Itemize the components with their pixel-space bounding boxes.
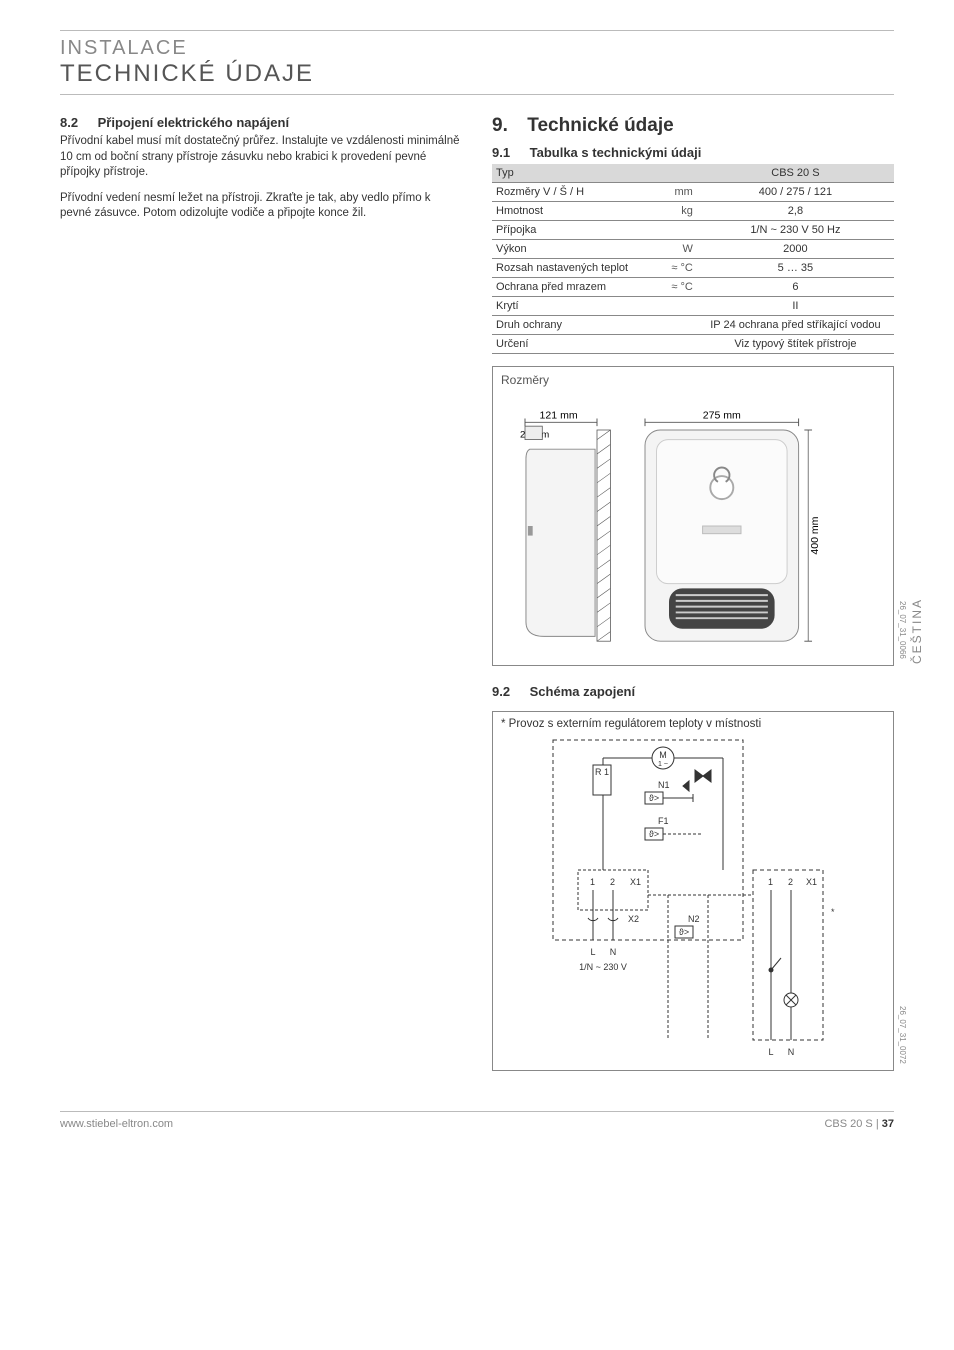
table-row: Přípojka 1/N ~ 230 V 50 Hz [492, 221, 894, 240]
table-head-value: CBS 20 S [697, 164, 894, 183]
wiring-svg: M 1 ~ R 1 N1 ϑ> [501, 730, 885, 1060]
table-row: Ochrana před mrazem≈ °C6 [492, 278, 894, 297]
footer-page: CBS 20 S | 37 [824, 1118, 894, 1130]
row-unit: kg [647, 202, 697, 221]
row-value: 5 … 35 [697, 259, 894, 278]
svg-text:N: N [610, 947, 617, 957]
row-label: Rozsah nastavených teplot [492, 259, 647, 278]
svg-text:N2: N2 [688, 914, 700, 924]
svg-text:*: * [831, 907, 835, 917]
table-row: Krytí II [492, 297, 894, 316]
table-row: Druh ochrany IP 24 ochrana před stříkajíc… [492, 316, 894, 335]
row-label: Druh ochrany [492, 316, 647, 335]
row-unit: ≈ °C [647, 259, 697, 278]
row-label: Přípojka [492, 221, 647, 240]
row-unit: mm [647, 183, 697, 202]
technical-data-table: Typ CBS 20 S Rozměry V / Š / Hmm400 / 27… [492, 164, 894, 354]
left-column: 8.2 Připojení elektrického napájení Přív… [60, 115, 462, 1071]
row-value: II [697, 297, 894, 316]
svg-text:R 1: R 1 [595, 767, 609, 777]
svg-text:X1: X1 [630, 877, 641, 887]
header-main: TECHNICKÉ ÚDAJE [60, 60, 894, 88]
svg-text:X1: X1 [806, 877, 817, 887]
svg-text:L: L [590, 947, 595, 957]
page-header: INSTALACE TECHNICKÉ ÚDAJE [60, 37, 894, 88]
table-row: Hmotnostkg2,8 [492, 202, 894, 221]
header-sup: INSTALACE [60, 37, 894, 60]
fig2-note: * Provoz s externím regulátorem teploty … [501, 718, 885, 730]
svg-text:M: M [659, 750, 667, 760]
svg-text:275 mm: 275 mm [703, 409, 741, 421]
svg-text:1: 1 [768, 877, 773, 887]
row-value: 6 [697, 278, 894, 297]
right-column: 9. Technické údaje 9.1 Tabulka s technic… [492, 115, 894, 1071]
section-9-heading: 9. Technické údaje [492, 115, 894, 137]
footer-url: www.stiebel-eltron.com [60, 1118, 173, 1130]
para-8-2-2: Přívodní vedení nesmí ležet na přístroji… [60, 191, 462, 222]
row-unit [647, 297, 697, 316]
page-footer: www.stiebel-eltron.com CBS 20 S | 37 [60, 1111, 894, 1130]
svg-text:1/N ~ 230 V: 1/N ~ 230 V [579, 962, 627, 972]
row-value: 2,8 [697, 202, 894, 221]
fig1-ref: 26_07_31_0066 [898, 601, 907, 659]
language-tab: ČEŠTINA [910, 598, 924, 664]
row-value: 2000 [697, 240, 894, 259]
row-label: Ochrana před mrazem [492, 278, 647, 297]
row-unit [647, 335, 697, 354]
dimensions-svg: 121 mm 26 mm [501, 391, 885, 661]
para-8-2-1: Přívodní kabel musí mít dostatečný průře… [60, 134, 462, 181]
table-head-label: Typ [492, 164, 697, 183]
row-value: 1/N ~ 230 V 50 Hz [697, 221, 894, 240]
row-unit: ≈ °C [647, 278, 697, 297]
svg-text:N1: N1 [658, 780, 670, 790]
table-row: Rozsah nastavených teplot≈ °C5 … 35 [492, 259, 894, 278]
svg-text:2: 2 [610, 877, 615, 887]
table-row: VýkonW2000 [492, 240, 894, 259]
section-8-2-heading: 8.2 Připojení elektrického napájení [60, 115, 462, 130]
row-unit [647, 316, 697, 335]
svg-text:2: 2 [788, 877, 793, 887]
svg-text:X2: X2 [628, 914, 639, 924]
wiring-diagram-figure: * Provoz s externím regulátorem teploty … [492, 711, 894, 1071]
row-label: Krytí [492, 297, 647, 316]
svg-text:ϑ>: ϑ> [649, 829, 659, 839]
svg-text:ϑ>: ϑ> [679, 927, 689, 937]
section-9-2-heading: 9.2 Schéma zapojení [492, 684, 894, 699]
row-value: 400 / 275 / 121 [697, 183, 894, 202]
svg-text:ϑ>: ϑ> [649, 793, 659, 803]
row-label: Rozměry V / Š / H [492, 183, 647, 202]
svg-text:N: N [788, 1047, 795, 1057]
row-unit [647, 221, 697, 240]
row-value: Viz typový štítek přístroje [697, 335, 894, 354]
row-unit: W [647, 240, 697, 259]
row-label: Hmotnost [492, 202, 647, 221]
fig2-ref: 26_07_31_0072 [898, 1006, 907, 1064]
row-value: IP 24 ochrana před stříkající vodou [697, 316, 894, 335]
section-9-1-heading: 9.1 Tabulka s technickými údaji [492, 145, 894, 160]
dimensions-figure: Rozměry 121 mm 26 mm [492, 366, 894, 666]
row-label: Určení [492, 335, 647, 354]
fig1-title: Rozměry [501, 373, 885, 387]
svg-text:F1: F1 [658, 816, 669, 826]
svg-text:400 mm: 400 mm [809, 516, 821, 554]
svg-text:L: L [768, 1047, 773, 1057]
svg-text:1: 1 [590, 877, 595, 887]
table-row: Rozměry V / Š / Hmm400 / 275 / 121 [492, 183, 894, 202]
row-label: Výkon [492, 240, 647, 259]
table-row: Určení Viz typový štítek přístroje [492, 335, 894, 354]
svg-text:1 ~: 1 ~ [658, 761, 668, 768]
svg-text:121 mm: 121 mm [540, 409, 578, 421]
